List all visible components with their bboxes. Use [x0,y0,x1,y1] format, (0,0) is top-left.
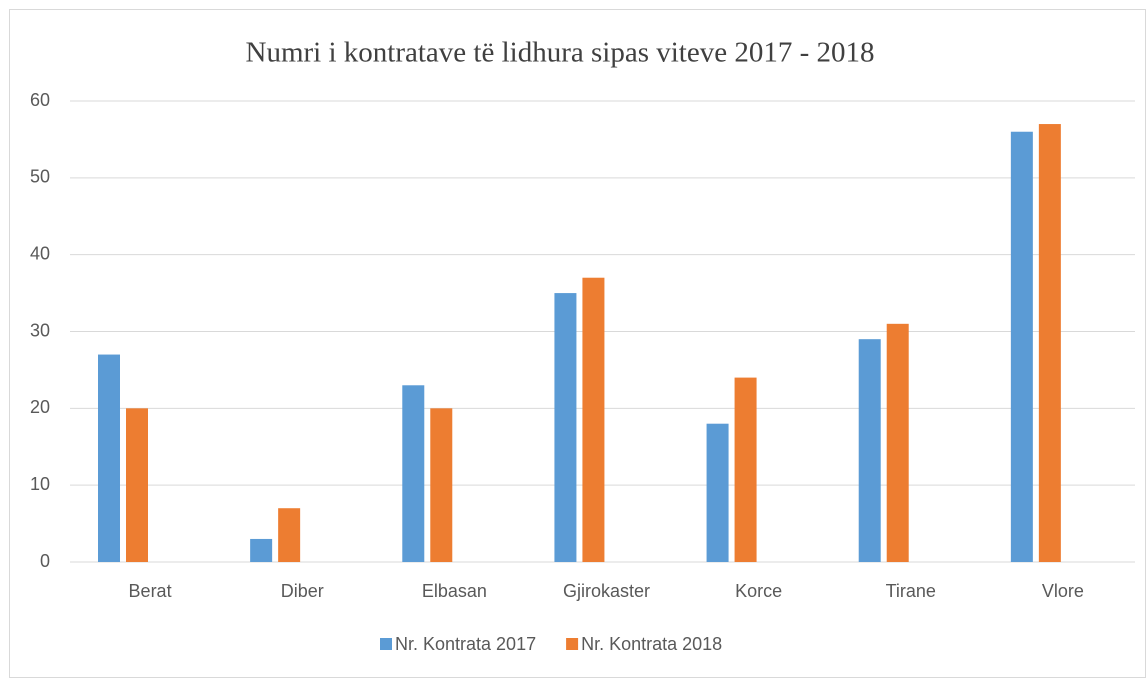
x-tick-label: Tirane [886,581,936,601]
bar [126,408,148,562]
chart-title: Numri i kontratave të lidhura sipas vite… [246,37,875,69]
y-tick-label: 50 [30,167,50,187]
bar [706,423,729,562]
y-tick-label: 10 [30,474,50,494]
bar [582,277,605,562]
x-tick-label: Diber [281,581,324,601]
bar [554,293,577,562]
bar [1010,131,1033,562]
bar [886,323,909,562]
bar [278,508,301,562]
x-tick-label: Vlore [1042,581,1084,601]
bar [1038,124,1061,563]
bar [734,377,757,562]
y-tick-label: 30 [30,320,50,340]
bar [250,538,273,562]
legend-label: Nr. Kontrata 2018 [581,634,722,654]
y-tick-label: 0 [40,551,50,571]
bar [430,408,453,562]
x-tick-label: Elbasan [422,581,487,601]
legend-swatch [566,638,579,650]
bar [402,385,425,562]
x-tick-label: Korce [735,581,782,601]
y-tick-label: 20 [30,397,50,417]
x-tick-label: Gjirokaster [563,581,650,601]
legend-swatch [380,638,392,650]
y-tick-label: 60 [30,90,50,110]
bar [858,339,881,562]
legend-label: Nr. Kontrata 2017 [395,634,536,654]
bar [98,354,120,562]
chart-frame [9,9,1146,678]
x-tick-label: Berat [129,581,172,601]
y-tick-label: 40 [30,243,50,263]
